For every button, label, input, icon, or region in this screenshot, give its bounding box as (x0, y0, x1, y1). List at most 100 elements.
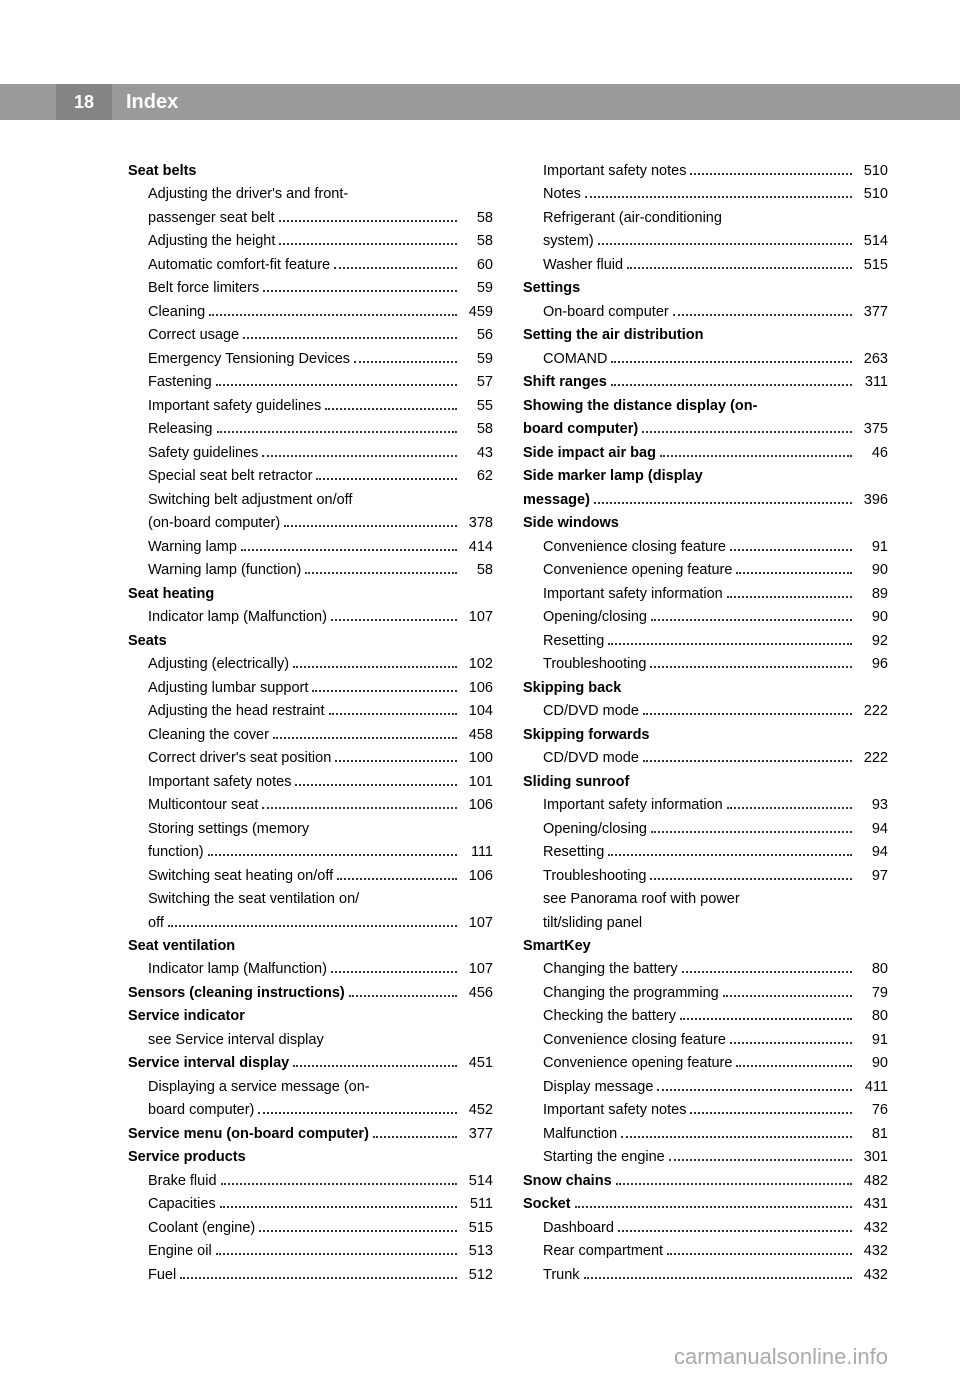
index-sub-entry: Automatic comfort-fit feature60 (128, 254, 493, 277)
index-sub-entry: Important safety guidelines55 (128, 395, 493, 418)
index-column-right: Important safety notes510Notes510Refrige… (523, 160, 888, 1287)
index-sub-entry: Storing settings (memory (128, 818, 493, 841)
index-sub-entry: Starting the engine301 (523, 1146, 888, 1169)
index-sub-entry: Brake fluid514 (128, 1170, 493, 1193)
index-sub-entry: (on-board computer)378 (128, 512, 493, 535)
index-sub-entry: Resetting92 (523, 630, 888, 653)
index-sub-entry: Warning lamp414 (128, 536, 493, 559)
index-entry: Snow chains482 (523, 1170, 888, 1193)
index-heading: Seat heating (128, 583, 493, 606)
index-heading: board computer)375 (523, 418, 888, 441)
index-sub-entry: Cleaning the cover458 (128, 724, 493, 747)
footer-watermark: carmanualsonline.info (674, 1344, 888, 1370)
index-sub-entry: Adjusting the head restraint104 (128, 700, 493, 723)
index-sub-entry: Rear compartment432 (523, 1240, 888, 1263)
index-sub-entry: off107 (128, 912, 493, 935)
index-sub-entry: see Service interval display (128, 1029, 493, 1052)
index-sub-entry: Changing the battery80 (523, 958, 888, 981)
index-sub-entry: Refrigerant (air-conditioning (523, 207, 888, 230)
index-entry: Sensors (cleaning instructions)456 (128, 982, 493, 1005)
index-sub-entry: On-board computer377 (523, 301, 888, 324)
index-heading: Service indicator (128, 1005, 493, 1028)
index-sub-entry: Troubleshooting96 (523, 653, 888, 676)
index-sub-entry: Adjusting lumbar support106 (128, 677, 493, 700)
index-sub-entry: Important safety notes76 (523, 1099, 888, 1122)
index-sub-entry: Opening/closing94 (523, 818, 888, 841)
index-sub-entry: Resetting94 (523, 841, 888, 864)
index-heading: Setting the air distribution (523, 324, 888, 347)
index-heading: Skipping back (523, 677, 888, 700)
index-sub-entry: Opening/closing90 (523, 606, 888, 629)
index-sub-entry: Important safety notes101 (128, 771, 493, 794)
index-sub-entry: Warning lamp (function)58 (128, 559, 493, 582)
index-heading: message)396 (523, 489, 888, 512)
index-heading: SmartKey (523, 935, 888, 958)
index-sub-entry: Adjusting (electrically)102 (128, 653, 493, 676)
index-sub-entry: Safety guidelines43 (128, 442, 493, 465)
index-sub-entry: Switching the seat ventilation on/ (128, 888, 493, 911)
index-sub-entry: Adjusting the height58 (128, 230, 493, 253)
index-heading: Skipping forwards (523, 724, 888, 747)
index-sub-entry: Checking the battery80 (523, 1005, 888, 1028)
index-sub-entry: Capacities511 (128, 1193, 493, 1216)
index-sub-entry: CD/DVD mode222 (523, 747, 888, 770)
index-sub-entry: Fastening57 (128, 371, 493, 394)
index-sub-entry: Switching seat heating on/off106 (128, 865, 493, 888)
index-entry: Side impact air bag46 (523, 442, 888, 465)
index-sub-entry: Displaying a service message (on- (128, 1076, 493, 1099)
index-sub-entry: tilt/sliding panel (523, 912, 888, 935)
index-heading: Sliding sunroof (523, 771, 888, 794)
index-sub-entry: function)111 (128, 841, 493, 864)
index-sub-entry: Correct driver's seat position100 (128, 747, 493, 770)
index-sub-entry: Switching belt adjustment on/off (128, 489, 493, 512)
index-sub-entry: Indicator lamp (Malfunction)107 (128, 606, 493, 629)
index-sub-entry: Correct usage56 (128, 324, 493, 347)
index-sub-entry: Belt force limiters59 (128, 277, 493, 300)
index-heading: Seat belts (128, 160, 493, 183)
index-sub-entry: Convenience opening feature90 (523, 1052, 888, 1075)
index-sub-entry: Coolant (engine)515 (128, 1217, 493, 1240)
index-sub-entry: Dashboard432 (523, 1217, 888, 1240)
index-content: Seat beltsAdjusting the driver's and fro… (0, 120, 960, 1287)
index-entry: Service interval display451 (128, 1052, 493, 1075)
index-sub-entry: Notes510 (523, 183, 888, 206)
index-sub-entry: Important safety notes510 (523, 160, 888, 183)
index-sub-entry: Special seat belt retractor62 (128, 465, 493, 488)
page-number: 18 (56, 84, 112, 120)
index-sub-entry: Indicator lamp (Malfunction)107 (128, 958, 493, 981)
index-sub-entry: passenger seat belt58 (128, 207, 493, 230)
index-sub-entry: COMAND263 (523, 348, 888, 371)
index-sub-entry: Releasing58 (128, 418, 493, 441)
index-heading: Seats (128, 630, 493, 653)
index-sub-entry: board computer)452 (128, 1099, 493, 1122)
index-sub-entry: Convenience closing feature91 (523, 536, 888, 559)
index-heading: Side marker lamp (display (523, 465, 888, 488)
index-sub-entry: Convenience closing feature91 (523, 1029, 888, 1052)
index-heading: Service products (128, 1146, 493, 1169)
index-entry: Socket431 (523, 1193, 888, 1216)
index-heading: Side windows (523, 512, 888, 535)
index-sub-entry: Emergency Tensioning Devices59 (128, 348, 493, 371)
index-sub-entry: Display message411 (523, 1076, 888, 1099)
index-entry: Shift ranges311 (523, 371, 888, 394)
index-sub-entry: Malfunction81 (523, 1123, 888, 1146)
index-column-left: Seat beltsAdjusting the driver's and fro… (128, 160, 493, 1287)
index-entry: Service menu (on-board computer)377 (128, 1123, 493, 1146)
index-sub-entry: Troubleshooting97 (523, 865, 888, 888)
index-heading: Settings (523, 277, 888, 300)
index-sub-entry: Multicontour seat106 (128, 794, 493, 817)
index-sub-entry: system)514 (523, 230, 888, 253)
index-heading: Showing the distance display (on- (523, 395, 888, 418)
index-sub-entry: Trunk432 (523, 1264, 888, 1287)
index-sub-entry: Fuel512 (128, 1264, 493, 1287)
index-sub-entry: Important safety information93 (523, 794, 888, 817)
index-sub-entry: Washer fluid515 (523, 254, 888, 277)
index-sub-entry: Cleaning459 (128, 301, 493, 324)
index-sub-entry: Changing the programming79 (523, 982, 888, 1005)
header-title: Index (126, 91, 178, 114)
index-sub-entry: CD/DVD mode222 (523, 700, 888, 723)
header-bar: 18 Index (0, 84, 960, 120)
index-sub-entry: Important safety information89 (523, 583, 888, 606)
index-sub-entry: see Panorama roof with power (523, 888, 888, 911)
index-heading: Seat ventilation (128, 935, 493, 958)
